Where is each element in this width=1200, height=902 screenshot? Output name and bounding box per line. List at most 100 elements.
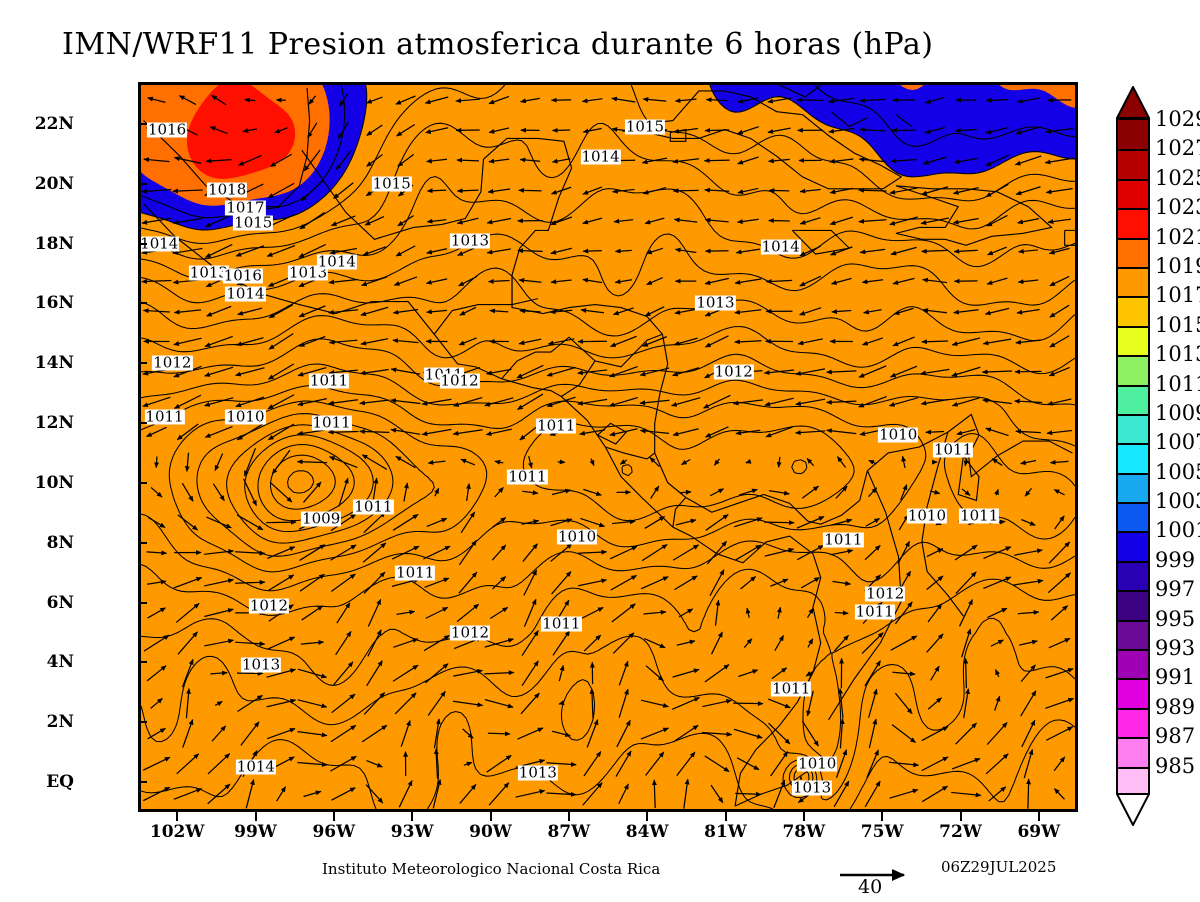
isobar-label: 1010 <box>878 428 918 443</box>
colorbar-label-991: 991 <box>1155 665 1195 689</box>
longitude-tick-label-84W: 84W <box>626 822 669 842</box>
colorbar-label-993: 993 <box>1155 636 1195 660</box>
wind-vector <box>966 658 967 688</box>
wind-vector <box>926 432 944 433</box>
colorbar-segment-1015 <box>1118 326 1148 357</box>
isobar-label: 1011 <box>959 508 999 523</box>
longitude-tick <box>646 812 648 821</box>
colorbar-under-arrow <box>1116 793 1150 826</box>
isobar-label: 1015 <box>372 176 412 191</box>
isobar-label: 1014 <box>317 254 357 269</box>
latitude-tick-label-12N: 12N <box>35 413 74 433</box>
institute-credit: Instituto Meteorologico Nacional Costa R… <box>322 860 660 878</box>
colorbar-label-985: 985 <box>1155 754 1195 778</box>
wind-scale-value: 40 <box>858 876 882 898</box>
isobar-label: 1011 <box>144 410 184 425</box>
longitude-tick-label-99W: 99W <box>234 822 277 842</box>
isobar-label: 1011 <box>855 604 895 619</box>
latitude-tick-label-18N: 18N <box>35 234 74 254</box>
isobar-label: 1011 <box>353 499 393 514</box>
isobar-label: 1013 <box>450 233 490 248</box>
isobar-label: 1015 <box>625 119 665 134</box>
colorbar-segment-1005 <box>1118 473 1148 504</box>
latitude-tick-label-10N: 10N <box>35 473 74 493</box>
colorbar[interactable] <box>1116 118 1150 794</box>
colorbar-label-1013: 1013 <box>1155 342 1200 366</box>
colorbar-label-1029: 1029 <box>1155 107 1200 131</box>
colorbar-segment-989 <box>1118 708 1148 739</box>
latitude-tick <box>138 362 147 364</box>
isobar-label: 1011 <box>933 443 973 458</box>
latitude-tick <box>138 482 147 484</box>
latitude-tick-label-4N: 4N <box>47 652 74 672</box>
longitude-tick-label-93W: 93W <box>391 822 434 842</box>
longitude-tick <box>333 812 335 821</box>
longitude-tick-label-78W: 78W <box>782 822 825 842</box>
colorbar-segment-1013 <box>1118 355 1148 386</box>
colorbar-label-1015: 1015 <box>1155 313 1200 337</box>
isobar-label: 1013 <box>241 658 281 673</box>
wind-vector <box>704 160 729 161</box>
isobar-label: 1013 <box>518 766 558 781</box>
latitude-tick <box>138 243 147 245</box>
isobar-label: 1010 <box>797 757 837 772</box>
colorbar-label-1007: 1007 <box>1155 430 1200 454</box>
colorbar-segment-999 <box>1118 561 1148 592</box>
colorbar-label-989: 989 <box>1155 695 1195 719</box>
latitude-tick-label-EQ: EQ <box>46 772 74 792</box>
isobar-label: 1014 <box>580 149 620 164</box>
isobar-label: 1018 <box>207 182 247 197</box>
isobar-label: 1014 <box>236 760 276 775</box>
colorbar-label-999: 999 <box>1155 548 1195 572</box>
longitude-tick-label-81W: 81W <box>704 822 747 842</box>
latitude-tick <box>138 721 147 723</box>
latitude-tick-label-14N: 14N <box>35 353 74 373</box>
wind-vector <box>764 522 794 523</box>
wind-vector <box>328 432 358 433</box>
longitude-tick-label-90W: 90W <box>469 822 512 842</box>
longitude-tick-label-102W: 102W <box>150 822 205 842</box>
colorbar-label-987: 987 <box>1155 724 1195 748</box>
isobar-label: 1014 <box>225 287 265 302</box>
longitude-tick <box>881 812 883 821</box>
colorbar-label-995: 995 <box>1155 607 1195 631</box>
colorbar-label-1011: 1011 <box>1155 372 1200 396</box>
page-title: IMN/WRF11 Presion atmosferica durante 6 … <box>62 27 1142 62</box>
wind-vector <box>583 251 602 252</box>
isobar-label: 1010 <box>225 410 265 425</box>
colorbar-label-1005: 1005 <box>1155 460 1200 484</box>
isobar-label: 1010 <box>557 529 597 544</box>
isobar-label: 1011 <box>536 419 576 434</box>
longitude-tick-label-75W: 75W <box>861 822 904 842</box>
longitude-tick-label-72W: 72W <box>939 822 982 842</box>
wind-vector <box>797 100 824 101</box>
latitude-tick-label-6N: 6N <box>47 593 74 613</box>
latitude-tick <box>138 661 147 663</box>
isobar-label: 1012 <box>152 356 192 371</box>
wind-vector <box>835 613 848 614</box>
wind-vector <box>519 190 542 191</box>
colorbar-label-1017: 1017 <box>1155 283 1200 307</box>
colorbar-label-1003: 1003 <box>1155 489 1200 513</box>
isobar-label: 1015 <box>233 215 273 230</box>
latitude-tick-label-22N: 22N <box>35 114 74 134</box>
colorbar-segment-1007 <box>1118 443 1148 474</box>
isobar-label: 1010 <box>907 508 947 523</box>
longitude-tick-label-87W: 87W <box>547 822 590 842</box>
colorbar-over-arrow <box>1116 86 1150 119</box>
longitude-tick <box>490 812 492 821</box>
longitude-tick <box>1038 812 1040 821</box>
latitude-tick <box>138 542 147 544</box>
isobar-label: 1009 <box>301 511 341 526</box>
longitude-tick <box>411 812 413 821</box>
colorbar-label-1027: 1027 <box>1155 136 1200 160</box>
isobar-label: 1016 <box>147 122 187 137</box>
colorbar-label-997: 997 <box>1155 577 1195 601</box>
latitude-tick <box>138 302 147 304</box>
latitude-tick <box>138 781 147 783</box>
colorbar-segment-1019 <box>1118 267 1148 298</box>
colorbar-label-1023: 1023 <box>1155 195 1200 219</box>
colorbar-segment-1003 <box>1118 502 1148 533</box>
